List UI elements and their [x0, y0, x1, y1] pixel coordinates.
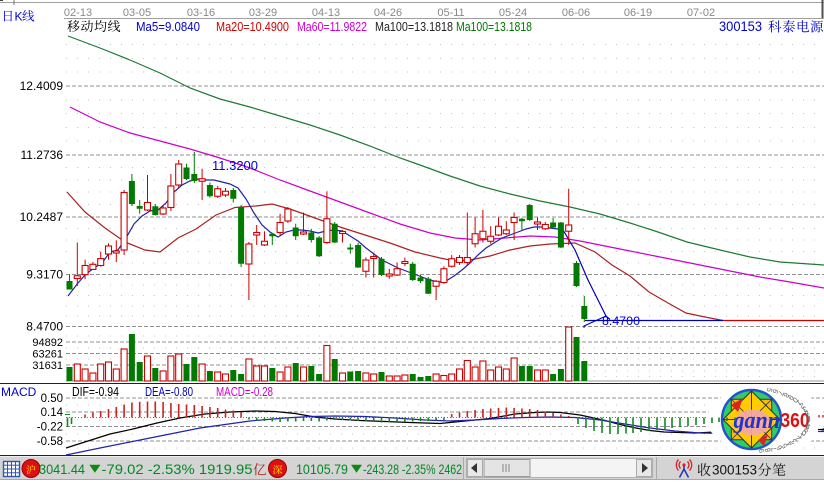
svg-text:11.2736: 11.2736	[21, 148, 64, 162]
svg-text:Ma100=13.1818: Ma100=13.1818	[375, 20, 453, 34]
svg-text:8: 8	[781, 391, 791, 400]
svg-text:Ma20=10.4900: Ma20=10.4900	[216, 20, 289, 34]
svg-text:7: 7	[776, 389, 786, 397]
svg-text:03-05: 03-05	[123, 7, 151, 19]
svg-text:0: 0	[791, 395, 800, 404]
svg-text:360: 360	[781, 410, 810, 432]
svg-text:0.14: 0.14	[41, 407, 64, 419]
svg-text:8.4700: 8.4700	[26, 320, 63, 334]
svg-text:03-16: 03-16	[187, 7, 215, 19]
svg-text:DEA=-0.80: DEA=-0.80	[145, 385, 193, 399]
svg-text:7: 7	[769, 445, 779, 453]
svg-text:9: 9	[786, 393, 796, 402]
svg-text:8.4700: 8.4700	[602, 316, 640, 328]
svg-text:05-24: 05-24	[499, 7, 527, 19]
svg-text:8: 8	[805, 422, 810, 431]
svg-text:10105.79: 10105.79	[296, 462, 348, 477]
svg-text:9: 9	[803, 425, 809, 435]
svg-text:Ma5=9.0840: Ma5=9.0840	[136, 20, 200, 34]
svg-text:2: 2	[794, 434, 802, 444]
svg-text:MACD=-0.28: MACD=-0.28	[216, 385, 273, 399]
svg-text:6: 6	[770, 388, 780, 395]
svg-text:K: K	[15, 10, 23, 24]
svg-text:3: 3	[801, 404, 808, 414]
svg-text:Ma100=13.1818: Ma100=13.1818	[456, 20, 532, 34]
svg-text:12.4009: 12.4009	[20, 79, 64, 93]
svg-text:05-11: 05-11	[437, 7, 464, 19]
svg-text:-0.58: -0.58	[37, 436, 63, 448]
svg-text:04-26: 04-26	[374, 7, 402, 19]
svg-text:03-29: 03-29	[249, 7, 277, 19]
svg-text:6: 6	[806, 415, 811, 424]
svg-text:06-06: 06-06	[562, 7, 590, 19]
svg-text:5: 5	[765, 387, 775, 393]
svg-text:MACD: MACD	[1, 385, 37, 399]
svg-text:-79.02 -2.53% 1919.95: -79.02 -2.53% 1919.95	[102, 462, 253, 477]
svg-text:9.3170: 9.3170	[26, 268, 63, 282]
svg-text:gann: gann	[733, 408, 780, 434]
svg-text:7: 7	[806, 418, 810, 427]
svg-text:5: 5	[780, 441, 790, 450]
svg-text:07-02: 07-02	[687, 7, 715, 19]
svg-text:DIF=-0.94: DIF=-0.94	[72, 385, 119, 399]
svg-text:3041.44: 3041.44	[39, 462, 85, 477]
svg-text:300153: 300153	[719, 19, 762, 34]
svg-text:1: 1	[797, 431, 805, 441]
svg-text:94892: 94892	[32, 337, 63, 349]
svg-text:2: 2	[798, 401, 806, 411]
svg-text:04-13: 04-13	[312, 7, 340, 19]
svg-text:8: 8	[763, 447, 773, 454]
svg-text:-0.22: -0.22	[37, 422, 63, 434]
svg-text:0: 0	[801, 428, 808, 438]
svg-text:4: 4	[785, 439, 794, 448]
svg-text:-243.28 -2.35% 2462.: -243.28 -2.35% 2462.	[363, 462, 465, 477]
svg-text:5: 5	[805, 411, 811, 421]
svg-text:3: 3	[789, 437, 798, 447]
svg-text:300153: 300153	[712, 463, 757, 478]
svg-text:0.50: 0.50	[41, 393, 63, 405]
svg-text:31631: 31631	[32, 360, 63, 372]
svg-text:10.2487: 10.2487	[20, 210, 64, 224]
svg-text:6: 6	[774, 443, 784, 451]
svg-text:63261: 63261	[32, 349, 63, 361]
svg-text:11.3200: 11.3200	[212, 159, 258, 173]
svg-text:4: 4	[803, 408, 810, 418]
svg-text:9: 9	[757, 448, 767, 454]
svg-text:02-13: 02-13	[64, 7, 92, 19]
svg-text:1: 1	[795, 398, 804, 408]
svg-text:06-19: 06-19	[624, 7, 652, 19]
svg-text:Ma60=11.9822: Ma60=11.9822	[297, 20, 367, 34]
